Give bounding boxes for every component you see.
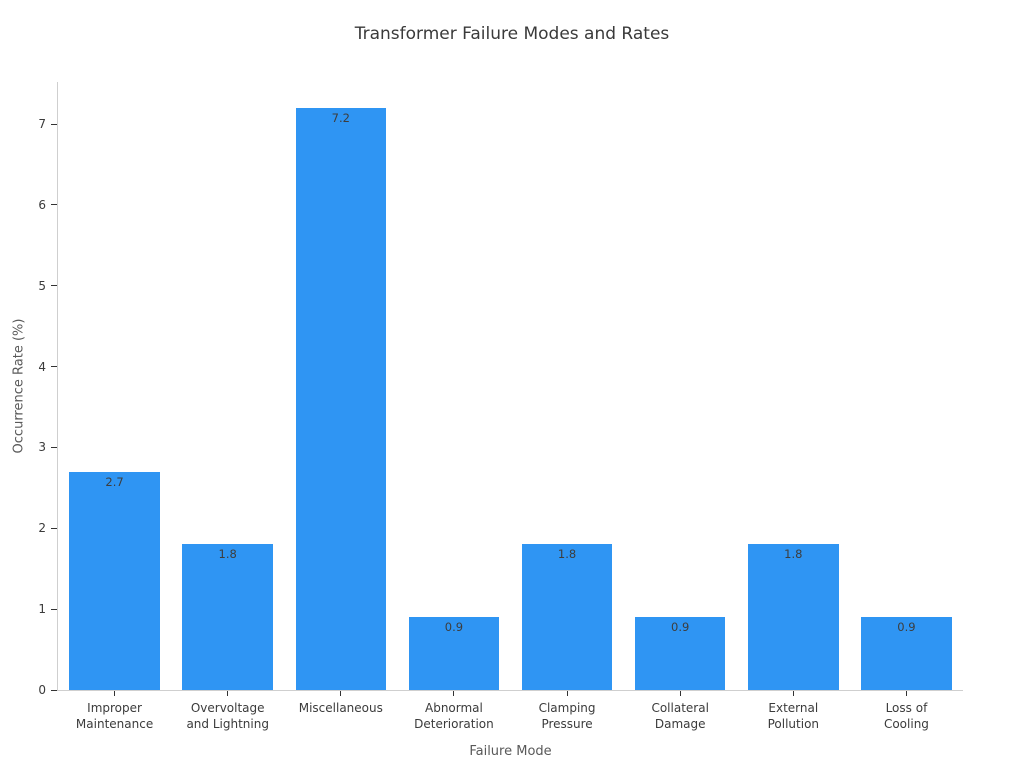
x-tick-label: Clamping Pressure (538, 701, 596, 731)
y-tick-label: 6 (38, 197, 46, 212)
bar-value-label: 0.9 (444, 620, 464, 635)
bar: 1.8 (182, 544, 273, 690)
y-tick-label: 2 (38, 521, 46, 536)
y-tick-mark (51, 608, 57, 610)
x-tick-label: Loss of Cooling (883, 701, 929, 731)
plot-area: 0 1 2 3 4 5 6 7 2.7 1.8 7.2 0.9 1.8 0.9 1.8 0.9 Improp… (38, 82, 963, 731)
y-tick-mark (51, 285, 57, 287)
y-axis-title: Occurrence Rate (%) (11, 318, 27, 454)
y-tick-mark (51, 689, 57, 691)
x-tick-mark (114, 691, 116, 696)
bar: 2.7 (69, 471, 160, 690)
bar-value-label: 1.8 (784, 547, 803, 562)
x-tick-label: Collateral Damage (651, 701, 709, 731)
chart-title: Transformer Failure Modes and Rates (354, 24, 670, 44)
bar-value-label: 0.9 (897, 620, 916, 635)
bar: 1.8 (748, 544, 839, 690)
bar-value-label: 1.8 (557, 547, 577, 562)
bar: 0.9 (634, 617, 726, 690)
x-tick-mark (679, 691, 681, 696)
y-tick-label: 7 (38, 117, 46, 132)
x-tick-mark (340, 691, 342, 696)
bar: 0.9 (861, 617, 952, 690)
x-tick-label: External Pollution (767, 701, 820, 731)
x-tick-label: Improper Maintenance (75, 701, 154, 731)
x-tick-label: Overvoltage and Lightning (186, 701, 269, 731)
y-tick-mark (51, 204, 57, 206)
y-tick-mark (51, 446, 57, 448)
bar-value-label: 0.9 (671, 620, 690, 635)
y-tick-mark (51, 123, 57, 125)
bar: 0.9 (408, 617, 500, 690)
x-tick-label: Miscellaneous (298, 701, 383, 715)
x-tick-mark (453, 691, 455, 696)
x-tick-mark (227, 691, 229, 696)
y-axis-spine (57, 82, 58, 691)
bar-value-label: 7.2 (331, 110, 350, 125)
y-tick-label: 5 (38, 278, 46, 293)
x-tick-label: Abnormal Deterioration (414, 701, 494, 731)
x-tick-mark (566, 691, 568, 696)
x-tick-mark (792, 691, 794, 696)
y-tick-label: 3 (38, 440, 46, 455)
bar: 1.8 (521, 544, 613, 690)
x-tick-mark (905, 691, 907, 696)
y-tick-mark (51, 527, 57, 529)
bar-value-label: 2.7 (105, 474, 124, 489)
y-tick-label: 4 (38, 359, 46, 374)
y-tick-mark (51, 366, 57, 368)
bar-value-label: 1.8 (218, 547, 237, 562)
bar: 7.2 (295, 107, 387, 690)
y-tick-label: 1 (38, 602, 46, 617)
y-tick-label: 0 (38, 683, 46, 697)
x-axis-title: Failure Mode (469, 744, 552, 759)
x-axis-spine (57, 690, 963, 691)
